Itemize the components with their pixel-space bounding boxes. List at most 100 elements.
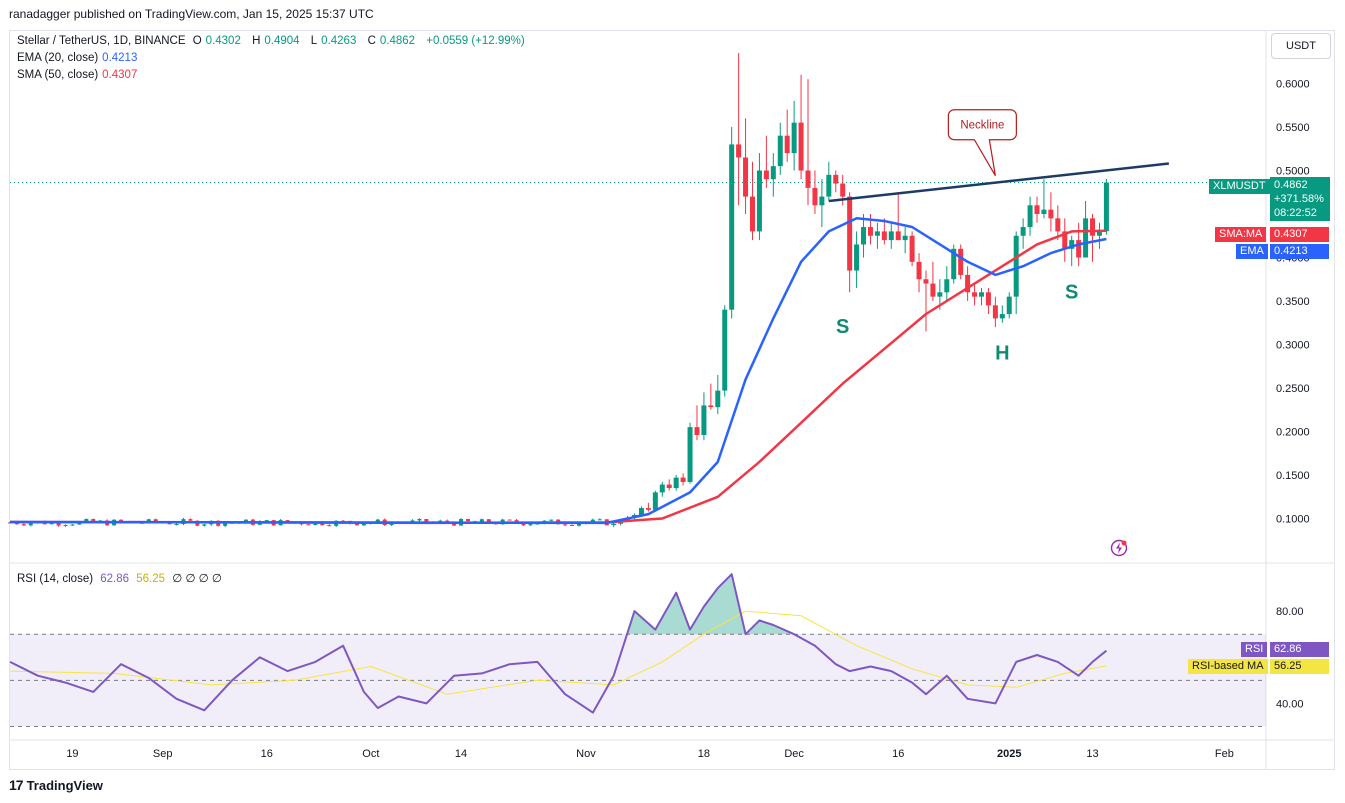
sma-legend[interactable]: SMA (50, close) 0.4307	[17, 69, 141, 81]
candle-body	[847, 196, 853, 271]
time-tick-label: 13	[1086, 748, 1098, 760]
currency-unit-button[interactable]: USDT	[1271, 33, 1331, 59]
candle-body	[91, 519, 96, 523]
price-tick-label: 0.5500	[1276, 122, 1310, 134]
candle-body	[909, 235, 915, 262]
candle-body	[1103, 182, 1109, 232]
candle-body	[14, 522, 19, 525]
rsi-legend-extra: ∅ ∅ ∅ ∅	[172, 573, 222, 585]
time-tick-label: 16	[892, 748, 904, 760]
pattern-label: S	[1065, 281, 1078, 303]
candle-body	[479, 519, 484, 523]
candle-body	[874, 231, 880, 236]
candle-body	[749, 196, 755, 232]
bar-countdown: 08:22:52	[1274, 207, 1317, 219]
candle-body	[777, 135, 783, 167]
candle-body	[84, 519, 89, 522]
ema-legend-value: 0.4213	[102, 52, 138, 64]
symbol-name[interactable]: Stellar / TetherUS, 1D, BINANCE	[17, 35, 186, 47]
price-tick-label: 0.6000	[1276, 79, 1310, 91]
candle-body	[992, 305, 998, 319]
rsi-overbought-fill	[627, 574, 795, 635]
candle-body	[978, 292, 984, 297]
last-price-tag: 0.4862 +371.58% 08:22:52	[1270, 177, 1330, 221]
candle-body	[28, 523, 33, 526]
sma-tag-value: 0.4307	[1270, 227, 1329, 242]
candle-body	[1048, 209, 1054, 219]
ema-legend-label: EMA (20, close)	[17, 52, 99, 64]
candle-body	[999, 314, 1005, 319]
candle-body	[119, 519, 124, 522]
candle-body	[937, 292, 943, 297]
candle-body	[1096, 231, 1102, 236]
candle-body	[763, 170, 769, 180]
candle-body	[680, 477, 686, 482]
candle-body	[70, 524, 75, 526]
candle-body	[756, 170, 762, 232]
candle-body	[202, 524, 207, 526]
candle-body	[521, 522, 526, 526]
rsi-tag-value: 62.86	[1270, 642, 1329, 657]
candle-body	[1027, 205, 1033, 228]
candle-body	[438, 520, 443, 523]
candle-body	[652, 492, 658, 510]
candle-body	[902, 235, 908, 241]
candle-body	[21, 524, 26, 526]
sma-legend-label: SMA (50, close)	[17, 69, 99, 81]
candle-body	[666, 484, 672, 489]
candle-body	[645, 508, 651, 510]
candle-body	[1034, 205, 1040, 214]
candle-body	[306, 524, 311, 526]
candle-body	[812, 187, 818, 206]
candle-body	[881, 231, 887, 241]
candle-body	[944, 279, 950, 293]
candle-body	[916, 261, 922, 280]
ohlc-high: H 0.4904	[252, 35, 300, 47]
candle-body	[958, 248, 964, 275]
candle-body	[701, 405, 707, 435]
price-tick-label: 0.5000	[1276, 166, 1310, 178]
candle-body	[465, 519, 470, 522]
rsi-ma-line	[9, 610, 1107, 695]
price-tick-label: 0.3000	[1276, 340, 1310, 352]
candle-body	[424, 519, 429, 523]
tradingview-logo-icon: 17	[9, 777, 24, 793]
candle-body	[452, 522, 457, 526]
candle-body	[1083, 218, 1089, 258]
time-tick-label: Feb	[1215, 748, 1234, 760]
neckline-label: Neckline	[960, 120, 1004, 132]
price-tick-label: 0.2500	[1276, 383, 1310, 395]
ema-tag-label: EMA	[1236, 244, 1268, 259]
rsi-legend[interactable]: RSI (14, close) 62.86 56.25 ∅ ∅ ∅ ∅	[17, 571, 226, 585]
candle-body	[1055, 218, 1061, 232]
ema20-line	[9, 217, 1107, 525]
lightning-icon[interactable]	[1110, 539, 1128, 557]
candle-body	[549, 519, 554, 521]
neckline-trendline	[828, 162, 1169, 203]
ohlc-open: O 0.4302	[192, 35, 241, 47]
time-tick-label: Nov	[576, 748, 596, 760]
candle-body	[56, 521, 61, 526]
candle-body	[327, 525, 332, 527]
publish-header: ranadagger published on TradingView.com,…	[9, 7, 374, 21]
candle-body	[361, 523, 366, 526]
candle-body	[972, 292, 978, 297]
ohlc-change: +0.0559 (+12.99%)	[426, 35, 525, 47]
pattern-label: S	[836, 316, 849, 338]
time-tick-label: Dec	[784, 748, 804, 760]
candle-body	[854, 244, 860, 271]
candle-body	[965, 274, 971, 293]
candle-body	[694, 427, 700, 435]
candle-body	[985, 292, 991, 306]
candle-body	[791, 122, 797, 154]
symbol-tag: XLMUSDT	[1209, 179, 1270, 194]
rsi-tick-label: 40.00	[1276, 698, 1304, 710]
candle-body	[708, 405, 714, 408]
ema-legend[interactable]: EMA (20, close) 0.4213	[17, 52, 141, 64]
time-tick-label: Sep	[153, 748, 173, 760]
candle-body	[223, 522, 228, 526]
candle-body	[951, 248, 957, 280]
sma50-line	[9, 229, 1107, 525]
candle-body	[528, 524, 533, 526]
